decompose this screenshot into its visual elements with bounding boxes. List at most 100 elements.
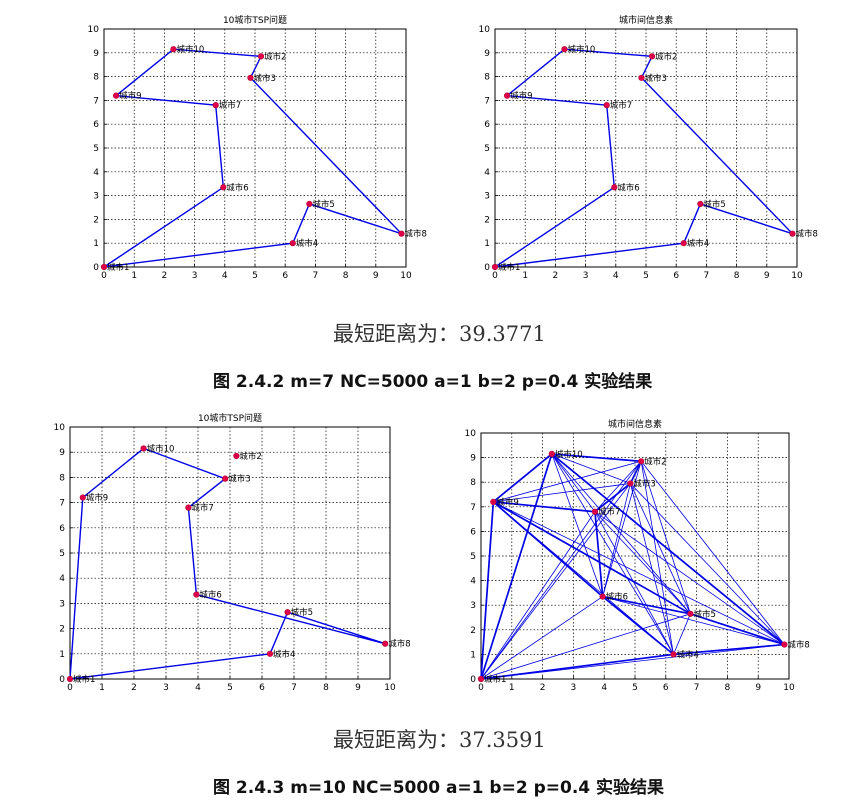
grid-lines	[70, 427, 390, 679]
y-tick-label: 8	[484, 73, 490, 83]
x-tick-label: 4	[195, 683, 201, 693]
route-lines	[69, 447, 386, 680]
city-label: 城市4	[296, 238, 318, 249]
y-tick-label: 6	[93, 120, 99, 130]
pheromone-edge	[507, 94, 607, 106]
y-tick-label: 2	[93, 215, 99, 225]
pheromone-edge	[594, 461, 642, 512]
city-point	[140, 445, 147, 452]
pheromone-edge	[683, 203, 702, 244]
city-label: 城市4	[273, 649, 295, 660]
city-point	[611, 184, 618, 191]
city-point	[112, 92, 120, 99]
pheromone-edge	[480, 613, 691, 680]
city-point	[477, 675, 485, 683]
city-point	[591, 508, 599, 515]
pheromone-edge	[602, 483, 631, 597]
y-tick-label: 3	[484, 192, 490, 202]
pheromone-edge	[602, 596, 785, 645]
city-point	[100, 263, 108, 271]
x-tick-label: 3	[163, 683, 169, 693]
city-point	[233, 452, 240, 460]
x-tick-label: 10	[791, 271, 803, 281]
pheromone-edge	[494, 186, 615, 268]
pheromone-edge	[494, 242, 684, 268]
pheromone-edge	[493, 501, 785, 645]
city-label: 城市8	[787, 640, 809, 651]
city-label: 城市4	[677, 649, 699, 660]
x-tick-label: 5	[252, 271, 258, 281]
pheromone-edge	[690, 613, 785, 646]
city-label: 城市7	[191, 503, 213, 514]
pheromone-edge	[606, 105, 615, 188]
city-point	[193, 591, 200, 598]
city-point	[648, 53, 656, 60]
x-tick-label: 9	[355, 683, 361, 693]
city-point	[561, 46, 568, 53]
city-label: 城市5	[703, 199, 725, 210]
city-point	[306, 200, 313, 208]
y-tick-label: 4	[93, 168, 99, 178]
pheromone-edge	[640, 77, 793, 235]
pheromone-edge	[594, 482, 631, 513]
y-tick-label: 10	[88, 25, 100, 35]
pheromone-edge	[551, 453, 604, 597]
city-point	[382, 640, 389, 647]
plot-frame	[69, 426, 391, 680]
city-label: 城市9	[496, 497, 518, 508]
figure-caption-243: 图 2.4.3 m=10 NC=5000 a=1 b=2 p=0.4 实验结果	[213, 778, 665, 798]
pheromone-edge	[602, 461, 642, 597]
plot-frame	[480, 432, 790, 680]
y-tick-label: 8	[470, 478, 476, 488]
plot-frame	[103, 28, 407, 268]
x-tick-label: 4	[222, 271, 228, 281]
pheromone-edge	[480, 653, 674, 680]
city-label: 城市2	[239, 451, 261, 462]
pheromone-edge	[594, 511, 691, 615]
tour-path	[69, 447, 386, 680]
y-tick-label: 1	[93, 239, 99, 249]
city-label: 城市8	[388, 639, 410, 650]
pheromone-edge	[506, 48, 565, 97]
x-tick-label: 0	[67, 683, 73, 693]
pheromone-edge	[602, 595, 691, 615]
pheromone-edge	[673, 643, 785, 656]
chart-title: 城市间信息素	[608, 418, 662, 430]
city-point	[220, 184, 227, 191]
x-tick-label: 1	[522, 271, 528, 281]
x-tick-label: 5	[227, 683, 233, 693]
city-point	[170, 46, 177, 53]
pheromone-edge	[480, 461, 642, 680]
plot-frame	[494, 28, 798, 268]
y-tick-label: 7	[484, 96, 490, 106]
city-label: 城市3	[253, 73, 275, 84]
x-tick-label: 2	[131, 683, 137, 693]
city-label: 城市1	[498, 262, 520, 273]
city-label: 城市10	[555, 449, 583, 460]
x-tick-label: 10	[783, 683, 795, 693]
chart-243-pheromone: 城市间信息素 0 1 2 3 4 5 6 7 8 9 10 0 1 2 3 4 5 6 7 8 9 10 城市1 城市2 城市3 城…	[465, 418, 810, 693]
city-point	[548, 450, 555, 458]
pheromone-edge	[493, 460, 642, 503]
pheromone-edge	[640, 461, 674, 655]
pheromone-edge	[480, 511, 596, 680]
pheromone-edge	[594, 511, 674, 655]
y-tick-label: 3	[59, 599, 65, 609]
y-tick-label: 5	[59, 549, 65, 559]
pheromone-edge	[640, 461, 691, 614]
city-label: 城市10	[567, 44, 595, 55]
city-label: 城市7	[598, 507, 620, 518]
y-tick-label: 0	[93, 263, 99, 273]
y-tick-label: 1	[470, 650, 476, 660]
pheromone-edge	[492, 501, 691, 615]
y-tick-label: 10	[54, 423, 66, 433]
city-label: 城市10	[147, 443, 175, 454]
city-point	[781, 641, 788, 648]
y-tick-label: 10	[465, 429, 477, 439]
city-point	[79, 494, 86, 501]
pheromone-edge	[700, 203, 793, 235]
city-point	[687, 610, 694, 617]
city-point	[289, 240, 296, 247]
y-tick-label: 7	[93, 96, 99, 106]
city-point	[638, 74, 645, 81]
